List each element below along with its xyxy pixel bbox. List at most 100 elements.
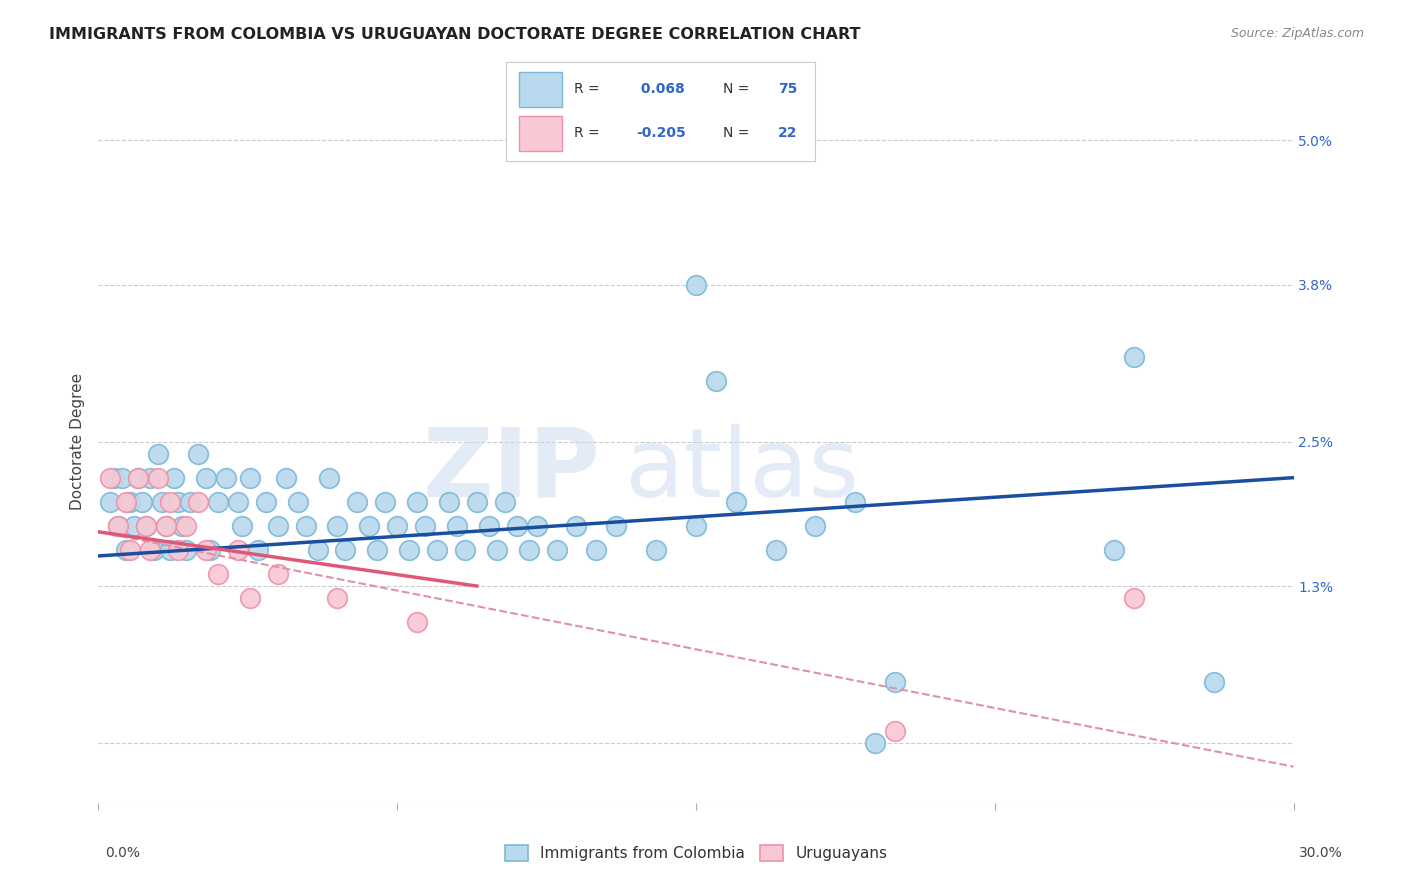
Point: [150, 494, 173, 508]
Point: [127, 470, 149, 484]
Point: [585, 542, 607, 557]
Point: [124, 518, 146, 533]
Point: [454, 542, 477, 557]
Point: [398, 542, 420, 557]
Point: [359, 518, 381, 533]
Point: [865, 735, 887, 749]
Legend: Immigrants from Colombia, Uruguayans: Immigrants from Colombia, Uruguayans: [499, 839, 893, 867]
Point: [685, 518, 707, 533]
Point: [335, 542, 357, 557]
Point: [287, 494, 309, 508]
Text: R =: R =: [574, 126, 605, 140]
Point: [406, 494, 429, 508]
Bar: [519, 117, 562, 151]
Point: [506, 518, 529, 533]
Point: [143, 542, 166, 557]
Point: [120, 542, 142, 557]
Point: [326, 591, 349, 606]
Point: [135, 518, 157, 533]
Point: [172, 518, 194, 533]
Point: [546, 542, 568, 557]
Point: [226, 542, 249, 557]
Text: 0.068: 0.068: [636, 82, 685, 96]
Bar: [519, 72, 562, 107]
Point: [115, 542, 138, 557]
Point: [267, 567, 290, 582]
Point: [526, 518, 548, 533]
Text: N =: N =: [723, 126, 754, 140]
Point: [159, 494, 181, 508]
Point: [98, 494, 122, 508]
Point: [517, 542, 540, 557]
Point: [844, 494, 866, 508]
Point: [187, 446, 209, 460]
Point: [326, 518, 349, 533]
Point: [884, 723, 907, 738]
Text: Source: ZipAtlas.com: Source: ZipAtlas.com: [1230, 27, 1364, 40]
Point: [884, 675, 907, 690]
Point: [107, 518, 129, 533]
Point: [179, 494, 201, 508]
Point: [704, 374, 727, 388]
Point: [1104, 542, 1126, 557]
Point: [765, 542, 787, 557]
Point: [167, 542, 190, 557]
Point: [374, 494, 396, 508]
Point: [465, 494, 488, 508]
Point: [485, 542, 508, 557]
Point: [111, 470, 134, 484]
Text: N =: N =: [723, 82, 754, 96]
Point: [446, 518, 468, 533]
Point: [167, 494, 190, 508]
Point: [385, 518, 409, 533]
Point: [605, 518, 627, 533]
Point: [103, 470, 125, 484]
Point: [307, 542, 329, 557]
Point: [645, 542, 668, 557]
Point: [239, 470, 262, 484]
Point: [804, 518, 827, 533]
Point: [413, 518, 436, 533]
Point: [159, 542, 181, 557]
Point: [346, 494, 368, 508]
Text: ZIP: ZIP: [422, 424, 600, 517]
Point: [127, 470, 149, 484]
Point: [195, 470, 218, 484]
Point: [426, 542, 449, 557]
Point: [226, 494, 249, 508]
Point: [135, 518, 157, 533]
Text: 75: 75: [779, 82, 797, 96]
Point: [120, 494, 142, 508]
Text: 0.0%: 0.0%: [105, 846, 141, 860]
Point: [139, 470, 162, 484]
Text: 30.0%: 30.0%: [1299, 846, 1343, 860]
Point: [139, 542, 162, 557]
Text: R =: R =: [574, 82, 605, 96]
Point: [239, 591, 262, 606]
Point: [274, 470, 297, 484]
Point: [215, 470, 238, 484]
Point: [246, 542, 269, 557]
Point: [565, 518, 588, 533]
Point: [163, 470, 186, 484]
Point: [107, 518, 129, 533]
Point: [174, 542, 197, 557]
Text: 22: 22: [779, 126, 797, 140]
Point: [148, 470, 170, 484]
Point: [254, 494, 277, 508]
Point: [366, 542, 388, 557]
Point: [187, 494, 209, 508]
Point: [207, 567, 229, 582]
Point: [174, 518, 197, 533]
Point: [1123, 591, 1146, 606]
Point: [267, 518, 290, 533]
Text: -0.205: -0.205: [636, 126, 686, 140]
Point: [148, 446, 170, 460]
Point: [406, 615, 429, 630]
Point: [494, 494, 516, 508]
Point: [1202, 675, 1225, 690]
Point: [98, 470, 122, 484]
Point: [155, 518, 177, 533]
Point: [131, 494, 153, 508]
Point: [685, 277, 707, 292]
